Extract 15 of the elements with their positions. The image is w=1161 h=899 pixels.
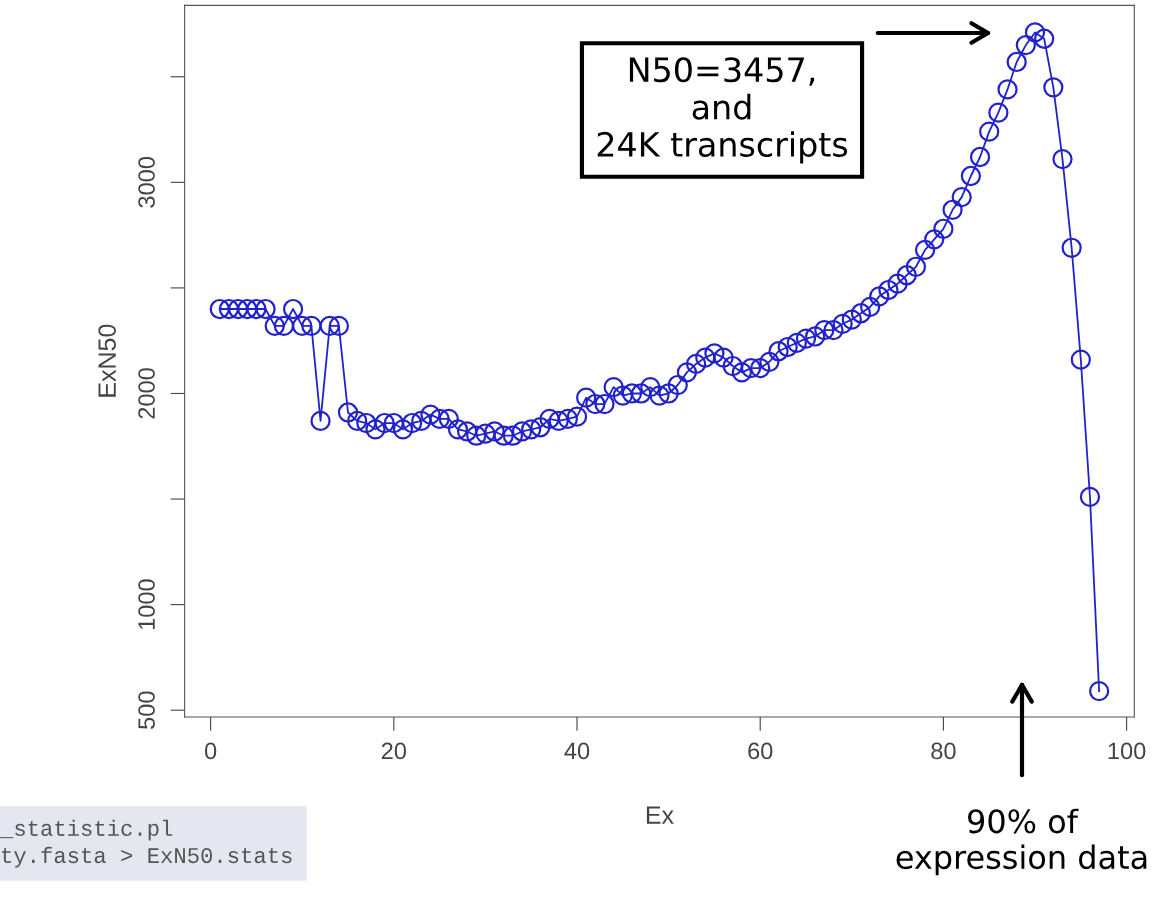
y-tick-label: 500 (138, 691, 155, 729)
y-axis-title: ExN50 (98, 324, 116, 397)
y-tick-label: 3000 (138, 156, 155, 208)
x-tick-label: 60 (748, 742, 773, 760)
x-tick-label: 0 (204, 742, 217, 760)
y-tick-label: 1000 (138, 579, 155, 630)
x-tick-label: 80 (931, 742, 956, 760)
text: 90% of expression data (896, 808, 1147, 876)
annotation: N50=3457, and 24K transcripts (597, 57, 848, 164)
y-tick-label: 2000 (138, 368, 155, 419)
x-tick-label: 40 (564, 742, 590, 760)
text: _statistic.pl ty.fasta > ExN50.stats (0, 819, 292, 868)
x-tick-label: 20 (381, 742, 407, 760)
x-tick-label: 100 (1108, 742, 1146, 760)
x-axis-title: Ex (646, 806, 674, 824)
